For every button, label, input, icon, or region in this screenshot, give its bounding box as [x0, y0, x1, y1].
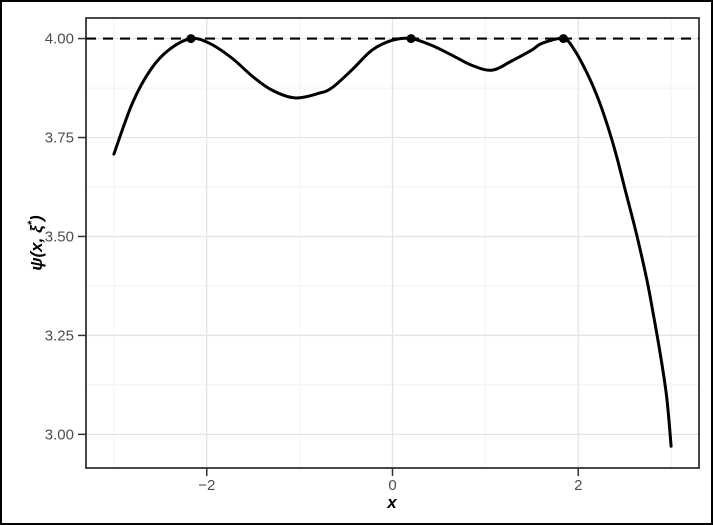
y-tick-label: 3.00: [45, 426, 74, 443]
x-axis-title: x: [386, 493, 398, 512]
y-tick-label: 3.25: [45, 327, 74, 344]
y-axis-title-main: ψ(x, ξ: [27, 224, 46, 271]
tick-layer: [78, 37, 580, 476]
y-axis-title: ψ(x, ξ*): [26, 215, 46, 271]
support-point-dot: [406, 34, 416, 44]
psi-curve: [112, 36, 673, 448]
support-point-dot: [558, 34, 568, 44]
support-point-dot: [186, 34, 196, 44]
x-tick-label: 2: [574, 477, 582, 494]
y-axis-title-superscript: *: [26, 220, 38, 225]
y-tick-label: 3.50: [45, 228, 74, 245]
x-tick-label: 0: [388, 477, 396, 494]
y-tick-label: 4.00: [45, 31, 74, 48]
y-axis-title-close: ): [27, 215, 46, 223]
tick-label-layer: −2 0 2 3.00 3.25 3.50 3.75 4.00: [45, 31, 583, 494]
data-layer: [86, 34, 699, 448]
x-tick-label: −2: [198, 477, 215, 494]
grid-layer: [86, 18, 699, 468]
y-tick-label: 3.75: [45, 130, 74, 147]
